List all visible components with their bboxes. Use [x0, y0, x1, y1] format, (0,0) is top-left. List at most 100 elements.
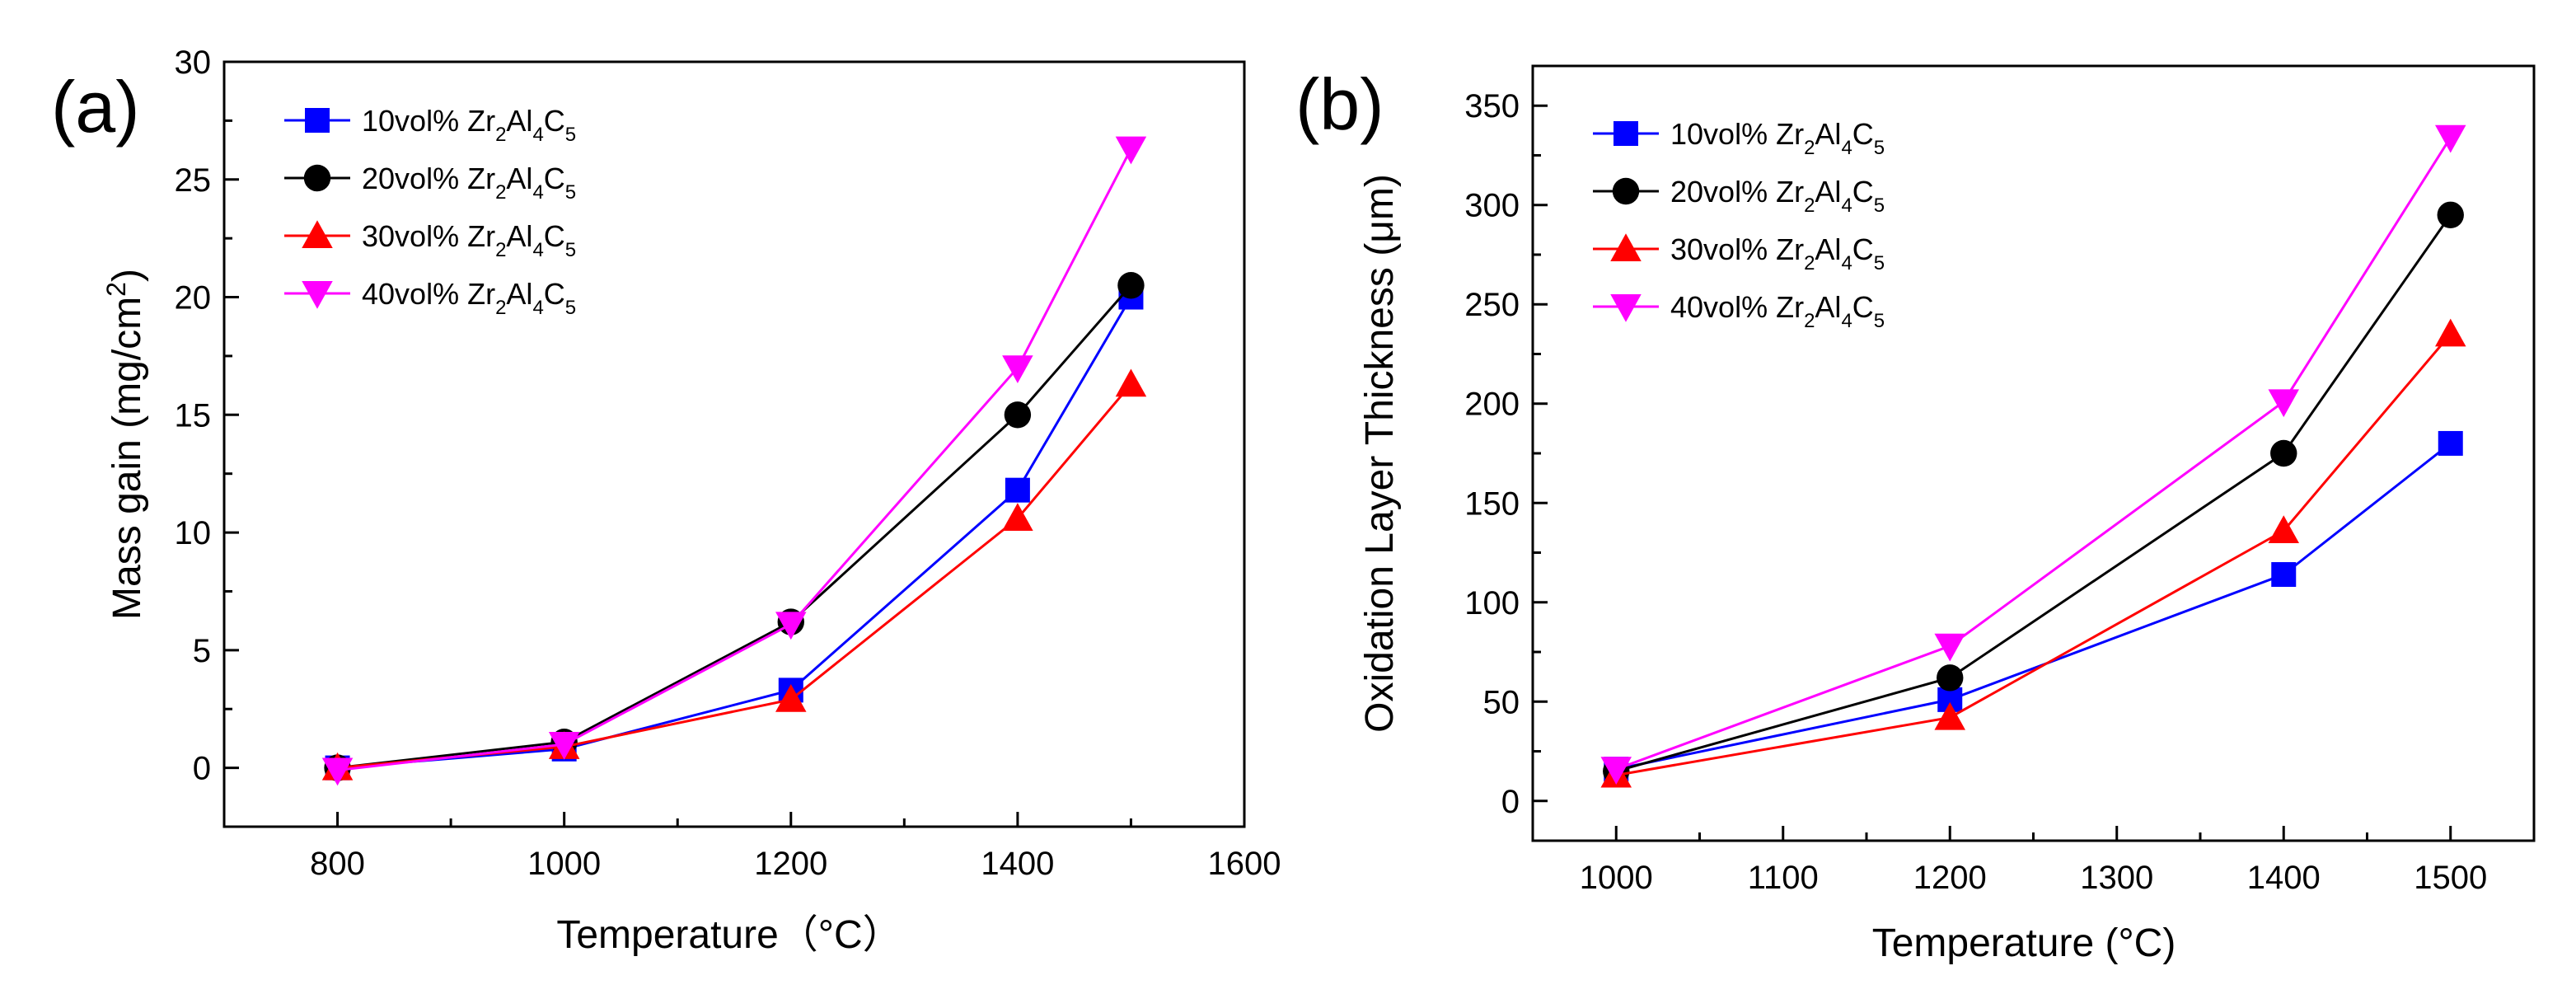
legend-text-part: 20vol% Zr: [362, 162, 495, 195]
x-tick-label: 1000: [527, 846, 601, 882]
data-point: [2437, 201, 2464, 228]
legend-subscript: 5: [1874, 310, 1885, 332]
data-point: [2270, 439, 2297, 467]
legend-subscript: 2: [495, 124, 506, 146]
legend-subscript: 4: [532, 297, 543, 319]
legend-subscript: 5: [1874, 137, 1885, 159]
data-point: [1004, 401, 1032, 429]
series-line: [1615, 213, 2452, 773]
y-tick-label: 100: [1464, 585, 1520, 621]
panel-letter: (b): [1295, 63, 1384, 145]
legend-text-part: Al: [1815, 290, 1841, 324]
data-point: [1115, 368, 1147, 397]
data-point: [775, 612, 807, 640]
y-tick-label: 5: [193, 633, 211, 669]
legend-label: 40vol% Zr2Al4C5: [1670, 290, 1885, 332]
legend-text-part: C: [1852, 232, 1874, 266]
panel-letter: (a): [51, 66, 140, 148]
y-axis-title: Mass gain (mg/cm2): [101, 269, 149, 620]
series-2: [1603, 201, 2464, 785]
y-axis-title-main: Oxidation Layer Thickness (μm): [1358, 174, 1402, 733]
legend-label: 10vol% Zr2Al4C5: [1670, 117, 1885, 159]
y-tick-label: 200: [1464, 387, 1520, 423]
data-point: [2435, 318, 2466, 347]
y-axis-title-main: Mass gain (mg/cm: [105, 297, 149, 620]
data-point: [1002, 355, 1033, 383]
data-point: [321, 757, 354, 786]
legend-text-part: C: [1852, 290, 1874, 324]
legend-label: 20vol% Zr2Al4C5: [362, 162, 576, 204]
legend-text-part: Al: [506, 104, 532, 138]
legend-text-part: C: [544, 219, 565, 253]
legend-text-part: Al: [506, 219, 532, 253]
panel-a: (a)800 1000 1200 1400 1600051015202530Temper…: [51, 45, 1281, 957]
series-3: [1600, 318, 2466, 788]
x-tick-label: 1300: [2080, 860, 2153, 896]
legend-text-part: C: [544, 162, 565, 195]
legend-text-part: Al: [1815, 117, 1841, 151]
data-point: [1934, 633, 1965, 662]
y-tick-label: 25: [175, 162, 212, 199]
legend-subscript: 4: [1841, 195, 1852, 217]
data-point: [1600, 757, 1632, 785]
data-point: [2435, 124, 2466, 153]
legend-subscript: 2: [1804, 310, 1815, 332]
y-tick-label: 250: [1464, 287, 1520, 323]
legend-subscript: 2: [1804, 195, 1815, 217]
series-4: [321, 136, 1147, 786]
y-tick-label: 150: [1464, 485, 1520, 522]
y-tick-label: 0: [193, 751, 211, 787]
x-tick-label: 1100: [1748, 860, 1819, 896]
x-tick-label: 1500: [2414, 860, 2487, 896]
legend-marker: [302, 220, 333, 248]
legend-text-part: C: [544, 104, 565, 138]
y-tick-label: 300: [1464, 188, 1520, 224]
series-line: [1615, 442, 2452, 771]
legend-subscript: 4: [532, 239, 543, 261]
data-point: [1937, 664, 1964, 692]
legend-marker: [1610, 233, 1642, 261]
data-point: [2271, 562, 2297, 588]
series-4: [1600, 124, 2466, 785]
series-line: [1615, 333, 2452, 776]
x-tick-label: 1200: [1913, 860, 1987, 896]
x-tick-label: 1600: [1208, 846, 1281, 882]
legend-subscript: 4: [1841, 252, 1852, 274]
legend-text-part: 30vol% Zr: [1670, 232, 1804, 266]
data-point: [1115, 136, 1147, 165]
y-tick-label: 15: [175, 397, 212, 434]
legend-label: 30vol% Zr2Al4C5: [362, 219, 576, 261]
legend-subscript: 4: [1841, 310, 1852, 332]
legend-text-part: 10vol% Zr: [1670, 117, 1804, 151]
legend-label: 40vol% Zr2Al4C5: [362, 277, 576, 319]
legend-subscript: 4: [532, 181, 543, 204]
legend-marker: [305, 108, 330, 133]
series-1: [1604, 430, 2463, 782]
legend-subscript: 2: [495, 239, 506, 261]
data-point: [1002, 503, 1033, 531]
legend-text-part: 40vol% Zr: [1670, 290, 1804, 324]
legend-subscript: 2: [495, 181, 506, 204]
y-tick-label: 10: [175, 515, 212, 551]
y-tick-label: 20: [175, 280, 212, 316]
x-axis-title: Temperature（°C）: [556, 913, 902, 957]
plot-frame: [222, 60, 1246, 828]
legend-subscript: 4: [532, 124, 543, 146]
legend-subscript: 5: [565, 181, 576, 204]
x-tick-label: 1400: [981, 846, 1054, 882]
legend-text-part: Al: [506, 277, 532, 311]
legend-text-part: Al: [1815, 175, 1841, 209]
y-axis-title-tail: ): [105, 269, 149, 282]
legend-text-part: 20vol% Zr: [1670, 175, 1804, 209]
legend-marker: [1612, 177, 1640, 205]
y-tick-label: 30: [175, 45, 212, 81]
x-tick-label: 1000: [1580, 860, 1653, 896]
data-point: [548, 732, 580, 760]
legend-subscript: 2: [1804, 137, 1815, 159]
legend-subscript: 5: [565, 124, 576, 146]
legend-subscript: 2: [1804, 252, 1815, 274]
legend-marker: [1614, 121, 1638, 146]
